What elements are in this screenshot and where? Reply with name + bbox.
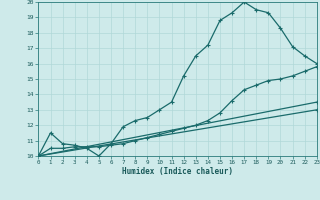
X-axis label: Humidex (Indice chaleur): Humidex (Indice chaleur) — [122, 167, 233, 176]
